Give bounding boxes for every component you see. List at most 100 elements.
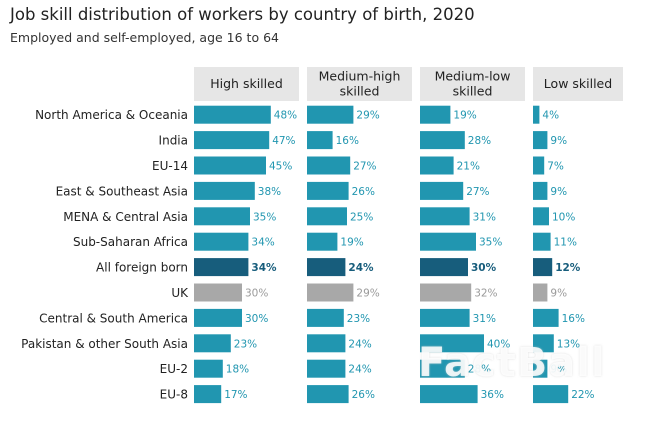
panel-header-label: skilled: [453, 84, 493, 99]
bar: [420, 334, 484, 353]
data-label: 32%: [474, 288, 497, 300]
bar: [194, 334, 231, 353]
data-label: 35%: [479, 237, 502, 249]
category-label: India: [159, 134, 188, 148]
data-label: 9%: [550, 186, 567, 198]
bar: [307, 359, 346, 378]
bar: [307, 283, 354, 302]
data-label: 4%: [542, 110, 559, 122]
bar: [420, 283, 472, 302]
category-label: MENA & Central Asia: [63, 210, 188, 224]
category-label: EU-14: [152, 159, 188, 173]
data-label: 26%: [352, 186, 375, 198]
bar: [533, 207, 549, 226]
category-label: All foreign born: [96, 261, 188, 275]
data-label: 10%: [552, 211, 575, 223]
data-label: 36%: [481, 389, 504, 401]
category-label: Pakistan & other South Asia: [21, 337, 188, 351]
data-label: 23%: [234, 338, 257, 350]
bar: [194, 232, 249, 251]
data-label: 31%: [473, 313, 496, 325]
data-label: 9%: [550, 135, 567, 147]
panel-header-label: skilled: [340, 84, 380, 99]
data-label: 29%: [356, 110, 379, 122]
data-label: 12%: [555, 262, 581, 274]
data-label: 17%: [224, 389, 247, 401]
bar: [194, 156, 266, 175]
data-label: 24%: [348, 338, 371, 350]
bar: [307, 385, 349, 404]
bar: [533, 258, 553, 277]
panel-header-bg: [420, 67, 525, 101]
panel-header-bg: [307, 67, 412, 101]
data-label: 9%: [550, 364, 567, 376]
data-label: 47%: [272, 135, 295, 147]
bar: [307, 232, 338, 251]
data-label: 9%: [550, 288, 567, 300]
data-label: 22%: [571, 389, 594, 401]
bar: [533, 105, 540, 124]
data-label: 16%: [562, 313, 585, 325]
bar: [307, 156, 351, 175]
category-label: North America & Oceania: [35, 108, 188, 122]
data-label: 35%: [253, 211, 276, 223]
data-label: 45%: [269, 161, 292, 173]
data-label: 21%: [457, 161, 480, 173]
bar: [194, 105, 271, 124]
panel-header-label: Medium-low: [435, 69, 511, 84]
data-label: 19%: [340, 237, 363, 249]
bar: [194, 181, 255, 200]
bar: [533, 283, 548, 302]
bar: [194, 385, 222, 404]
data-label: 31%: [473, 211, 496, 223]
data-label: 34%: [251, 262, 277, 274]
panel-header-label: Medium-high: [319, 69, 401, 84]
data-label: 18%: [226, 364, 249, 376]
data-label: 28%: [468, 135, 491, 147]
bar: [307, 258, 346, 277]
bar: [420, 385, 478, 404]
panel-header-label: High skilled: [210, 76, 283, 91]
data-label: 24%: [348, 262, 374, 274]
panel-header-label: Low skilled: [544, 76, 612, 91]
data-label: 34%: [251, 237, 274, 249]
bar: [194, 258, 249, 277]
bar: [194, 207, 250, 226]
bar: [533, 385, 569, 404]
data-label: 48%: [274, 110, 297, 122]
bar: [194, 283, 242, 302]
category-label: EU-8: [160, 388, 188, 402]
bar: [307, 131, 333, 150]
category-label: Central & South America: [39, 311, 188, 325]
bar: [533, 308, 559, 327]
data-label: 24%: [348, 364, 371, 376]
bar: [420, 359, 465, 378]
data-label: 27%: [353, 161, 376, 173]
data-label: 29%: [356, 288, 379, 300]
watermark-logo: FactBall: [418, 340, 606, 386]
bar: [420, 308, 470, 327]
bar: [533, 359, 548, 378]
data-label: 28%: [468, 364, 491, 376]
bar: [420, 232, 476, 251]
bar: [420, 181, 464, 200]
data-label: 25%: [350, 211, 373, 223]
data-label: 19%: [453, 110, 476, 122]
category-label: UK: [171, 286, 189, 300]
bar: [307, 105, 354, 124]
bar: [194, 359, 223, 378]
data-label: 30%: [245, 288, 268, 300]
data-label: 40%: [487, 338, 510, 350]
bar: [420, 258, 468, 277]
bar: [420, 207, 470, 226]
bar: [307, 308, 344, 327]
bar: [533, 181, 548, 200]
data-label: 7%: [547, 161, 564, 173]
bar: [194, 308, 242, 327]
data-label: 26%: [352, 389, 375, 401]
data-label: 27%: [466, 186, 489, 198]
bar: [420, 105, 451, 124]
data-label: 11%: [554, 237, 577, 249]
data-label: 30%: [471, 262, 497, 274]
data-label: 16%: [336, 135, 359, 147]
